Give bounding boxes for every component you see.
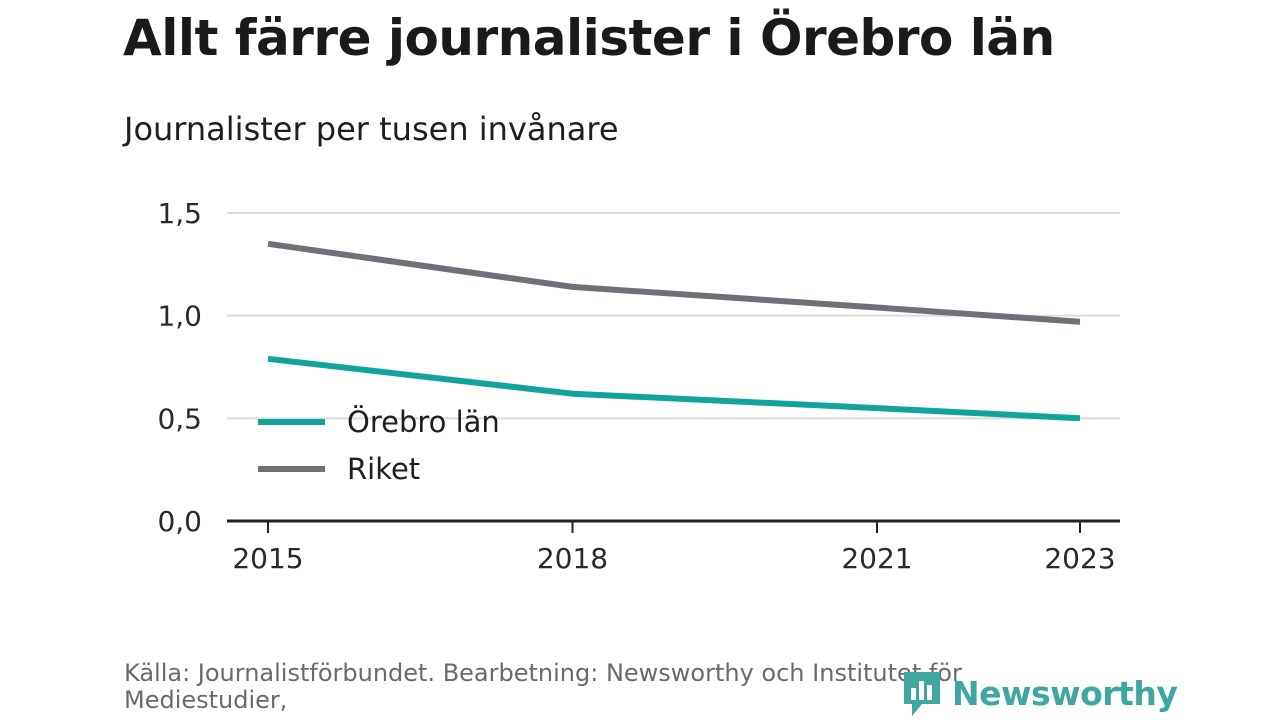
series-line <box>267 355 1081 422</box>
x-axis: 2015 2018 2021 2023 <box>227 519 1120 575</box>
x-tick-label: 2015 <box>232 542 303 575</box>
y-tick-label: 1,0 <box>157 300 202 333</box>
y-tick-label: 1,5 <box>157 197 202 230</box>
source-note: Källa: Journalistförbundet. Bearbetning:… <box>124 659 962 714</box>
legend-label: Riket <box>347 452 420 486</box>
brand-name: Newsworthy <box>952 673 1178 713</box>
bar-chart-speech-bubble-icon <box>904 672 940 716</box>
series-line <box>267 240 1081 325</box>
brand-logo: Newsworthy <box>900 668 1178 718</box>
line-chart: 0,0 0,5 1,0 1,5 2015 2018 2021 2023 Örebro län… <box>157 197 1120 575</box>
x-tick-label: 2021 <box>841 542 912 575</box>
y-tick-label: 0,5 <box>157 402 202 435</box>
chart-title: Allt färre journalister i Örebro län <box>123 9 1055 67</box>
y-axis-ticks: 0,0 0,5 1,0 1,5 <box>157 197 202 538</box>
series-lines <box>267 240 1081 422</box>
legend: Örebro län Riket <box>258 405 500 486</box>
legend-label: Örebro län <box>347 405 500 439</box>
y-tick-label: 0,0 <box>157 505 202 538</box>
x-tick-label: 2023 <box>1044 542 1115 575</box>
x-tick-label: 2018 <box>537 542 608 575</box>
chart-subtitle: Journalister per tusen invånare <box>124 110 619 148</box>
